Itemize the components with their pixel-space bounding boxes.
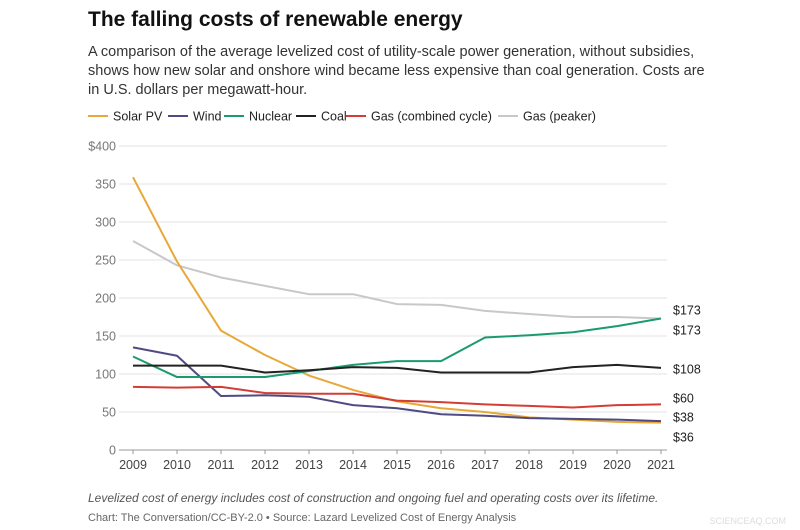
y-tick-label: 50 (102, 406, 116, 420)
legend-label: Gas (combined cycle) (371, 110, 492, 124)
y-tick-label: $400 (88, 140, 116, 154)
series-line (132, 346, 662, 423)
y-tick-label: 100 (95, 368, 116, 382)
series-line (133, 363, 662, 374)
subtitle-line: A comparison of the average levelized co… (88, 44, 694, 60)
x-tick-label: 2019 (559, 458, 587, 472)
subtitle-line: shows how new solar and onshore wind bec… (88, 63, 705, 79)
legend-label: Nuclear (249, 110, 292, 124)
note: Levelized cost of energy includes cost o… (88, 491, 658, 505)
subtitle-line: in U.S. dollars per megawatt-hour. (88, 82, 307, 98)
watermark: SCIENCEAQ.COM (709, 516, 786, 526)
x-tick-label: 2010 (163, 458, 191, 472)
series-line (132, 317, 662, 379)
value-label: $173 (673, 324, 701, 338)
source: Chart: The Conversation/CC-BY-2.0 • Sour… (88, 512, 517, 524)
series-line (132, 176, 662, 424)
chart-title: The falling costs of renewable energy (88, 8, 463, 31)
x-tick-label: 2018 (515, 458, 543, 472)
x-tick-label: 2016 (427, 458, 455, 472)
x-tick-label: 2011 (208, 458, 235, 472)
x-tick-label: 2015 (383, 458, 411, 472)
legend-label: Gas (peaker) (523, 110, 596, 124)
x-tick-label: 2012 (251, 458, 279, 472)
x-tick-label: 2009 (119, 458, 147, 472)
y-tick-label: 0 (109, 444, 116, 458)
x-tick-label: 2021 (647, 458, 675, 472)
value-label: $108 (673, 363, 701, 377)
x-tick-label: 2017 (471, 458, 499, 472)
y-tick-label: 300 (95, 216, 116, 230)
y-tick-label: 150 (95, 330, 116, 344)
legend-label: Coal (321, 110, 347, 124)
value-label: $36 (673, 431, 694, 445)
legend-label: Wind (193, 110, 222, 124)
y-tick-label: 200 (95, 292, 116, 306)
y-tick-label: 250 (95, 254, 116, 268)
x-tick-label: 2013 (295, 458, 323, 472)
value-label: $60 (673, 392, 694, 406)
legend-label: Solar PV (113, 110, 163, 124)
series-line (132, 385, 662, 409)
x-tick-label: 2020 (603, 458, 631, 472)
x-tick-label: 2014 (339, 458, 367, 472)
value-label: $173 (673, 304, 701, 318)
series-line (132, 240, 662, 320)
y-tick-label: 350 (95, 178, 116, 192)
value-label: $38 (673, 411, 694, 425)
